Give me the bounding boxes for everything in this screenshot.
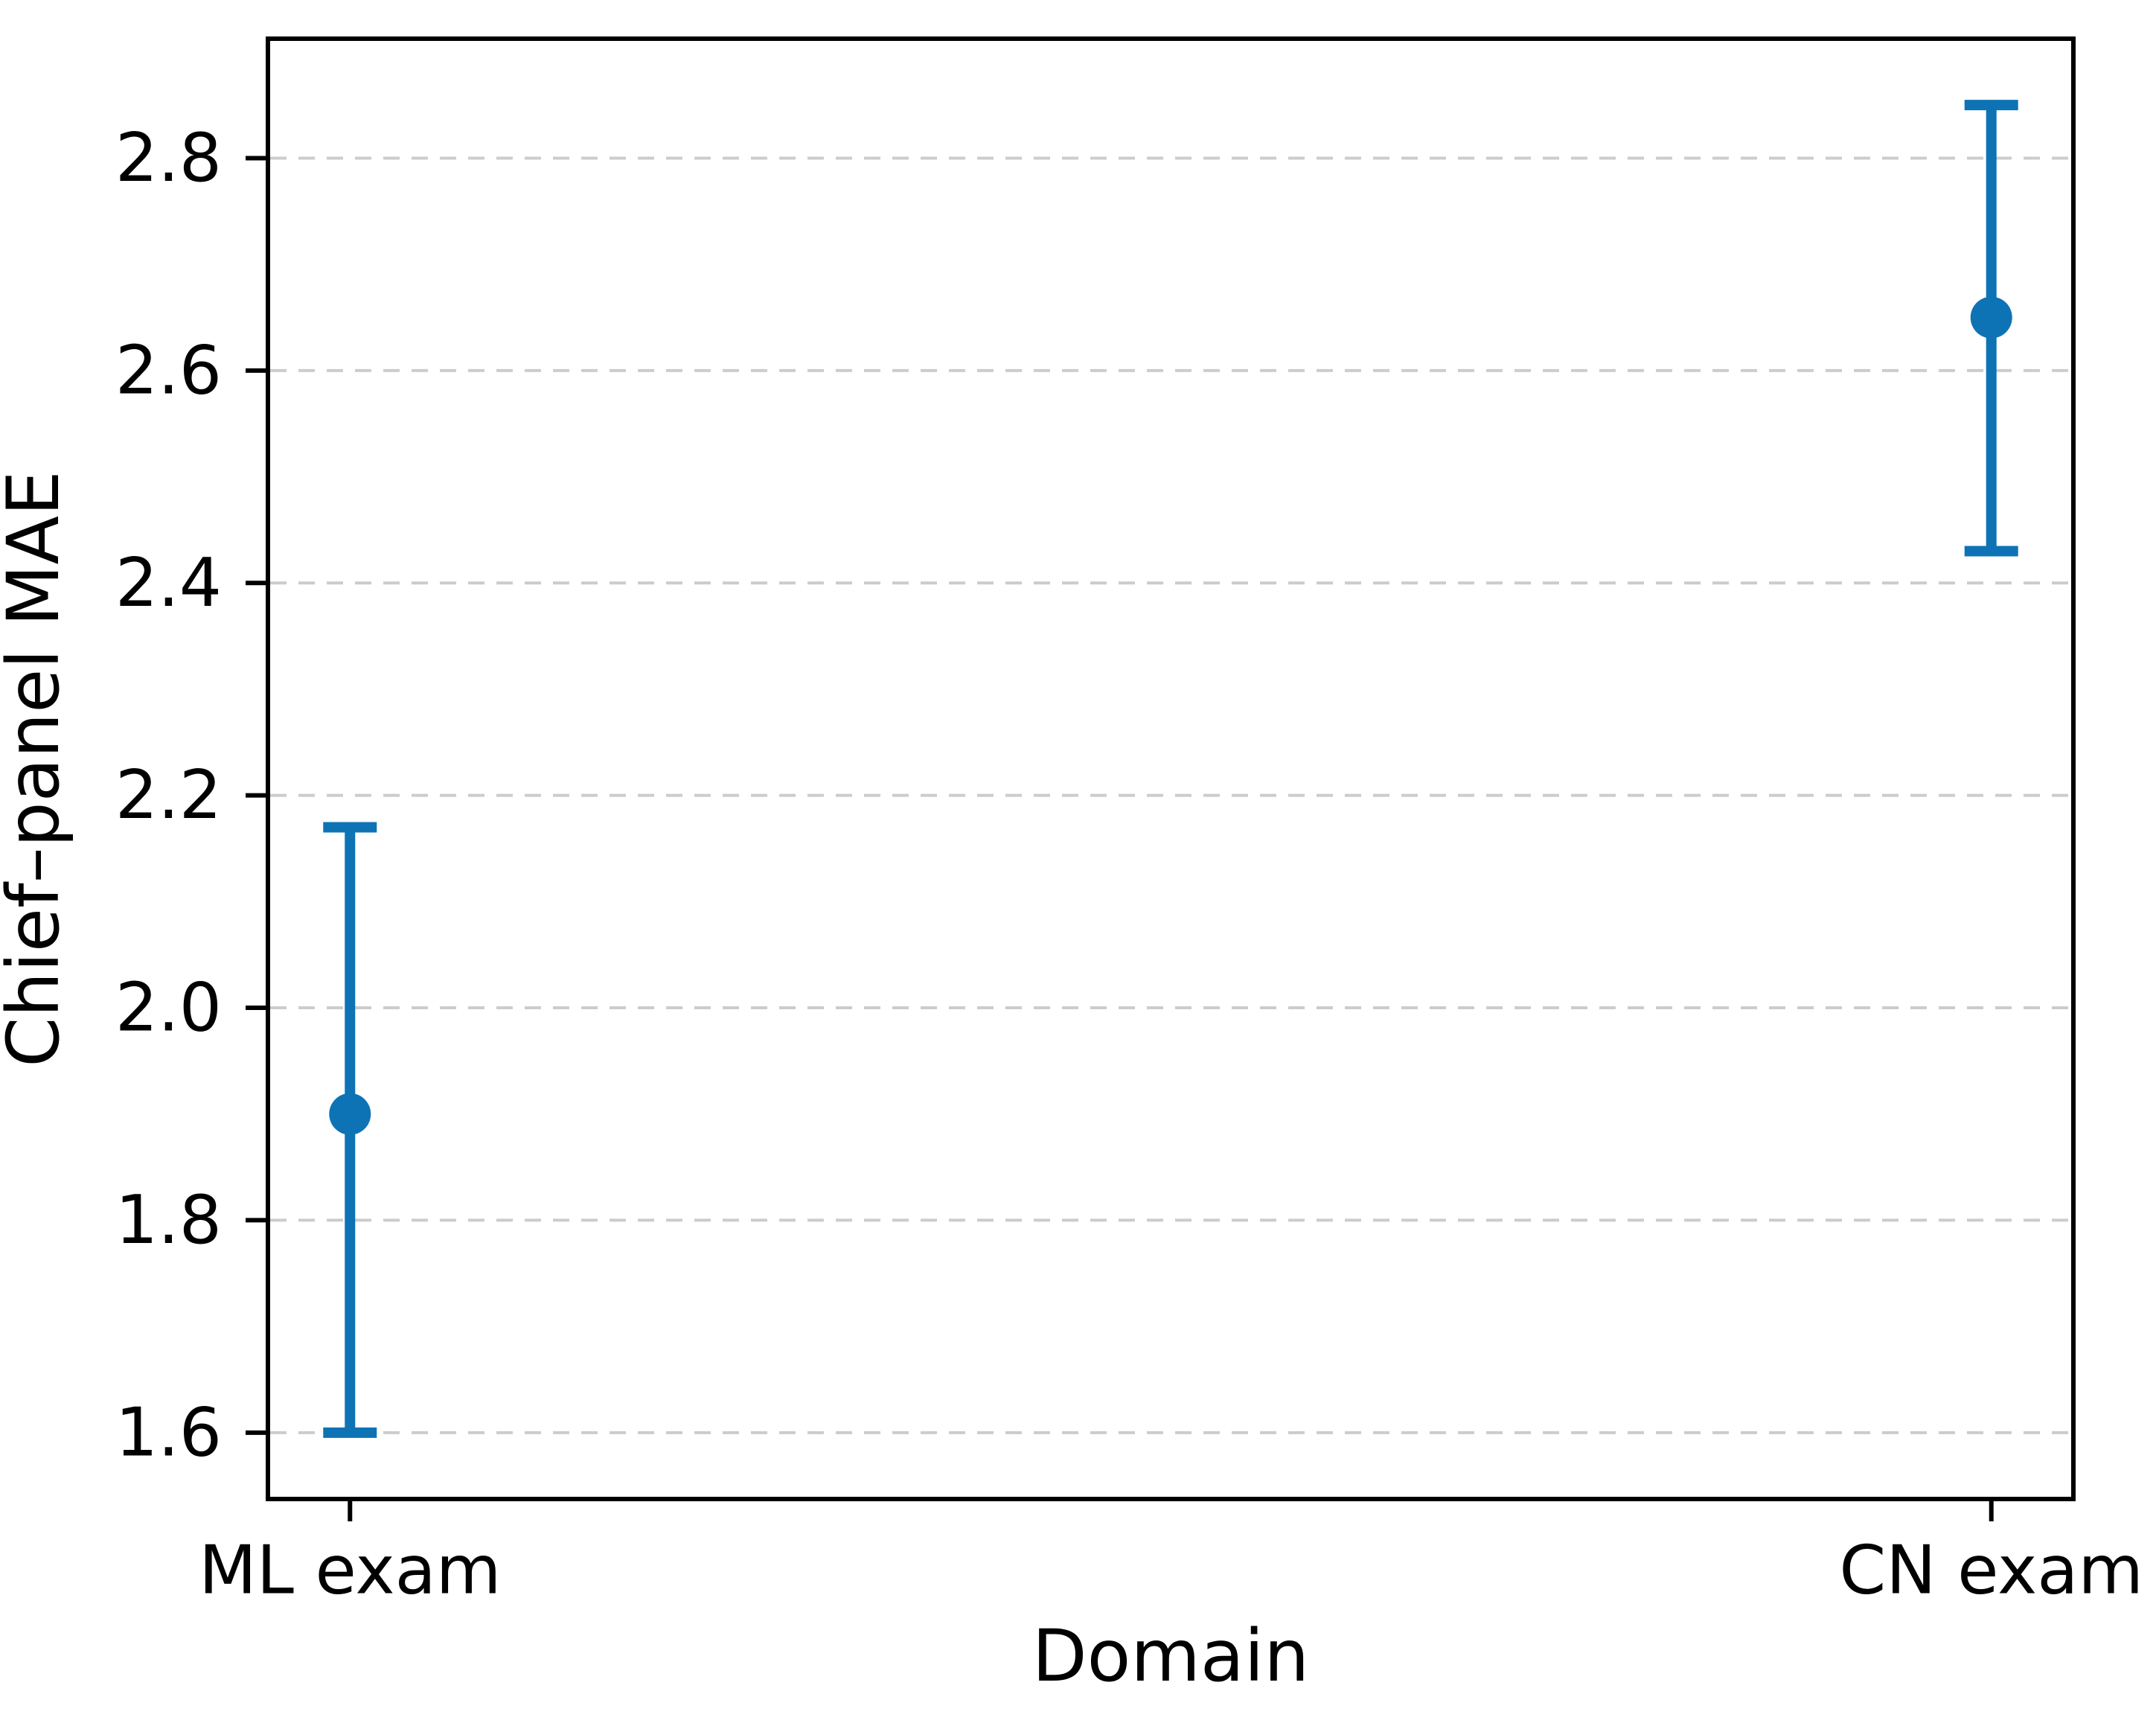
y-axis-label: Chief–panel MAE [0,470,75,1067]
y-tick-label: 2.2 [115,756,222,834]
x-axis-label: Domain [1032,1614,1310,1698]
x-tick-label: CN exam [1839,1532,2143,1610]
y-tick-label: 2.8 [115,119,222,197]
y-tick-label: 1.8 [115,1181,222,1259]
y-tick-label: 2.0 [115,969,222,1047]
data-point-marker [1970,296,2012,339]
x-tick-label: ML exam [199,1532,501,1610]
chart-plot-area: 1.6 1.8 2.0 2.2 2.4 2.6 2.8 ML exam CN exam [115,36,2143,1610]
y-tick-label: 1.6 [115,1393,222,1471]
data-point-marker [329,1093,371,1135]
y-tick-label: 2.4 [115,544,222,622]
y-tick-label: 2.6 [115,331,222,409]
plot-frame [266,36,2076,1501]
